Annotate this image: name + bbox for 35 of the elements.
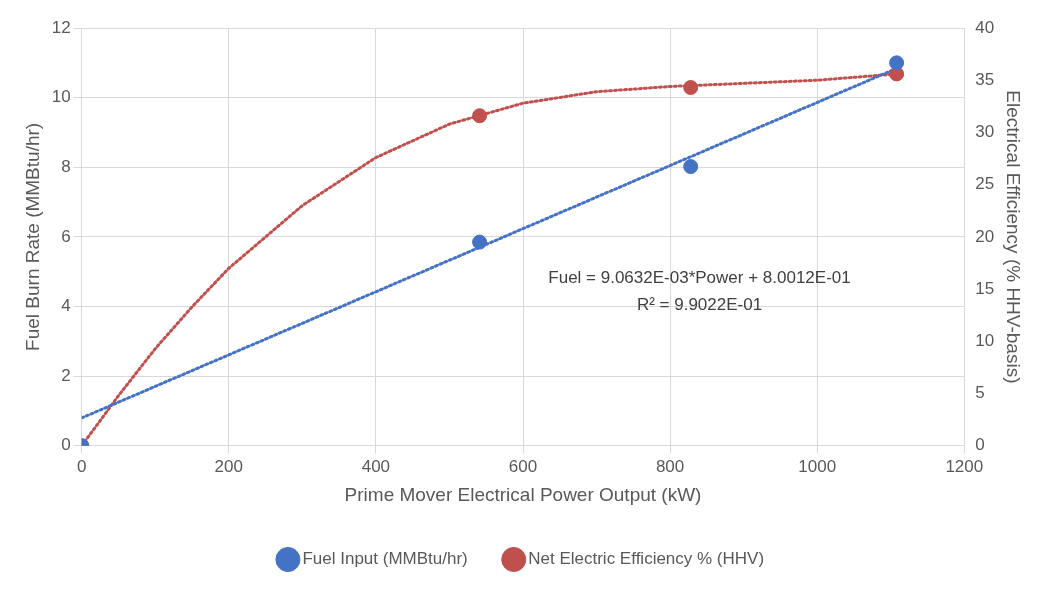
x-tick-label: 400 [361, 456, 391, 476]
y2-tick-label: 30 [975, 122, 995, 142]
annotation: R² = 9.9022E-01 [636, 295, 763, 315]
point [472, 108, 488, 124]
point [472, 234, 488, 250]
point [683, 80, 699, 96]
y2-tick-label: 40 [975, 17, 995, 37]
y-axis-title: Fuel Burn Rate (MMBtu/hr) [21, 122, 43, 351]
legend-label: Net Electric Efficiency % (HHV) [528, 549, 765, 569]
annotation: Fuel = 9.0632E-03*Power + 8.0012E-01 [548, 268, 851, 288]
y-tick-label: 0 [61, 435, 71, 455]
legend-label: Fuel Input (MMBtu/hr) [302, 549, 468, 569]
y-tick-label: 4 [61, 296, 71, 316]
x-tick-label: 0 [76, 456, 87, 476]
y2-tick-label: 35 [975, 69, 995, 89]
y-tick-label: 6 [61, 226, 71, 246]
y2-tick-label: 5 [975, 383, 985, 403]
y-tick-label: 8 [61, 156, 71, 176]
x-tick-label: 600 [508, 456, 538, 476]
point [683, 159, 699, 175]
x-tick-label: 1000 [798, 456, 837, 476]
x-tick-label: 1200 [945, 456, 984, 476]
y2-tick-label: 25 [975, 174, 995, 194]
y2-axis-title: Electrical Efficiency (% HHV-basis) [1003, 90, 1025, 384]
y2-tick-label: 0 [975, 435, 985, 455]
x-axis-title: Prime Mover Electrical Power Output (kW) [344, 483, 702, 505]
y2-tick-label: 20 [975, 226, 995, 246]
y-tick-label: 10 [51, 87, 71, 107]
point [889, 55, 905, 71]
y2-tick-label: 10 [975, 331, 995, 351]
y2-tick-label: 15 [975, 278, 995, 298]
x-tick-label: 200 [214, 456, 243, 476]
y-tick-label: 2 [61, 365, 71, 385]
y-tick-label: 12 [51, 17, 71, 37]
x-tick-label: 800 [655, 456, 685, 476]
